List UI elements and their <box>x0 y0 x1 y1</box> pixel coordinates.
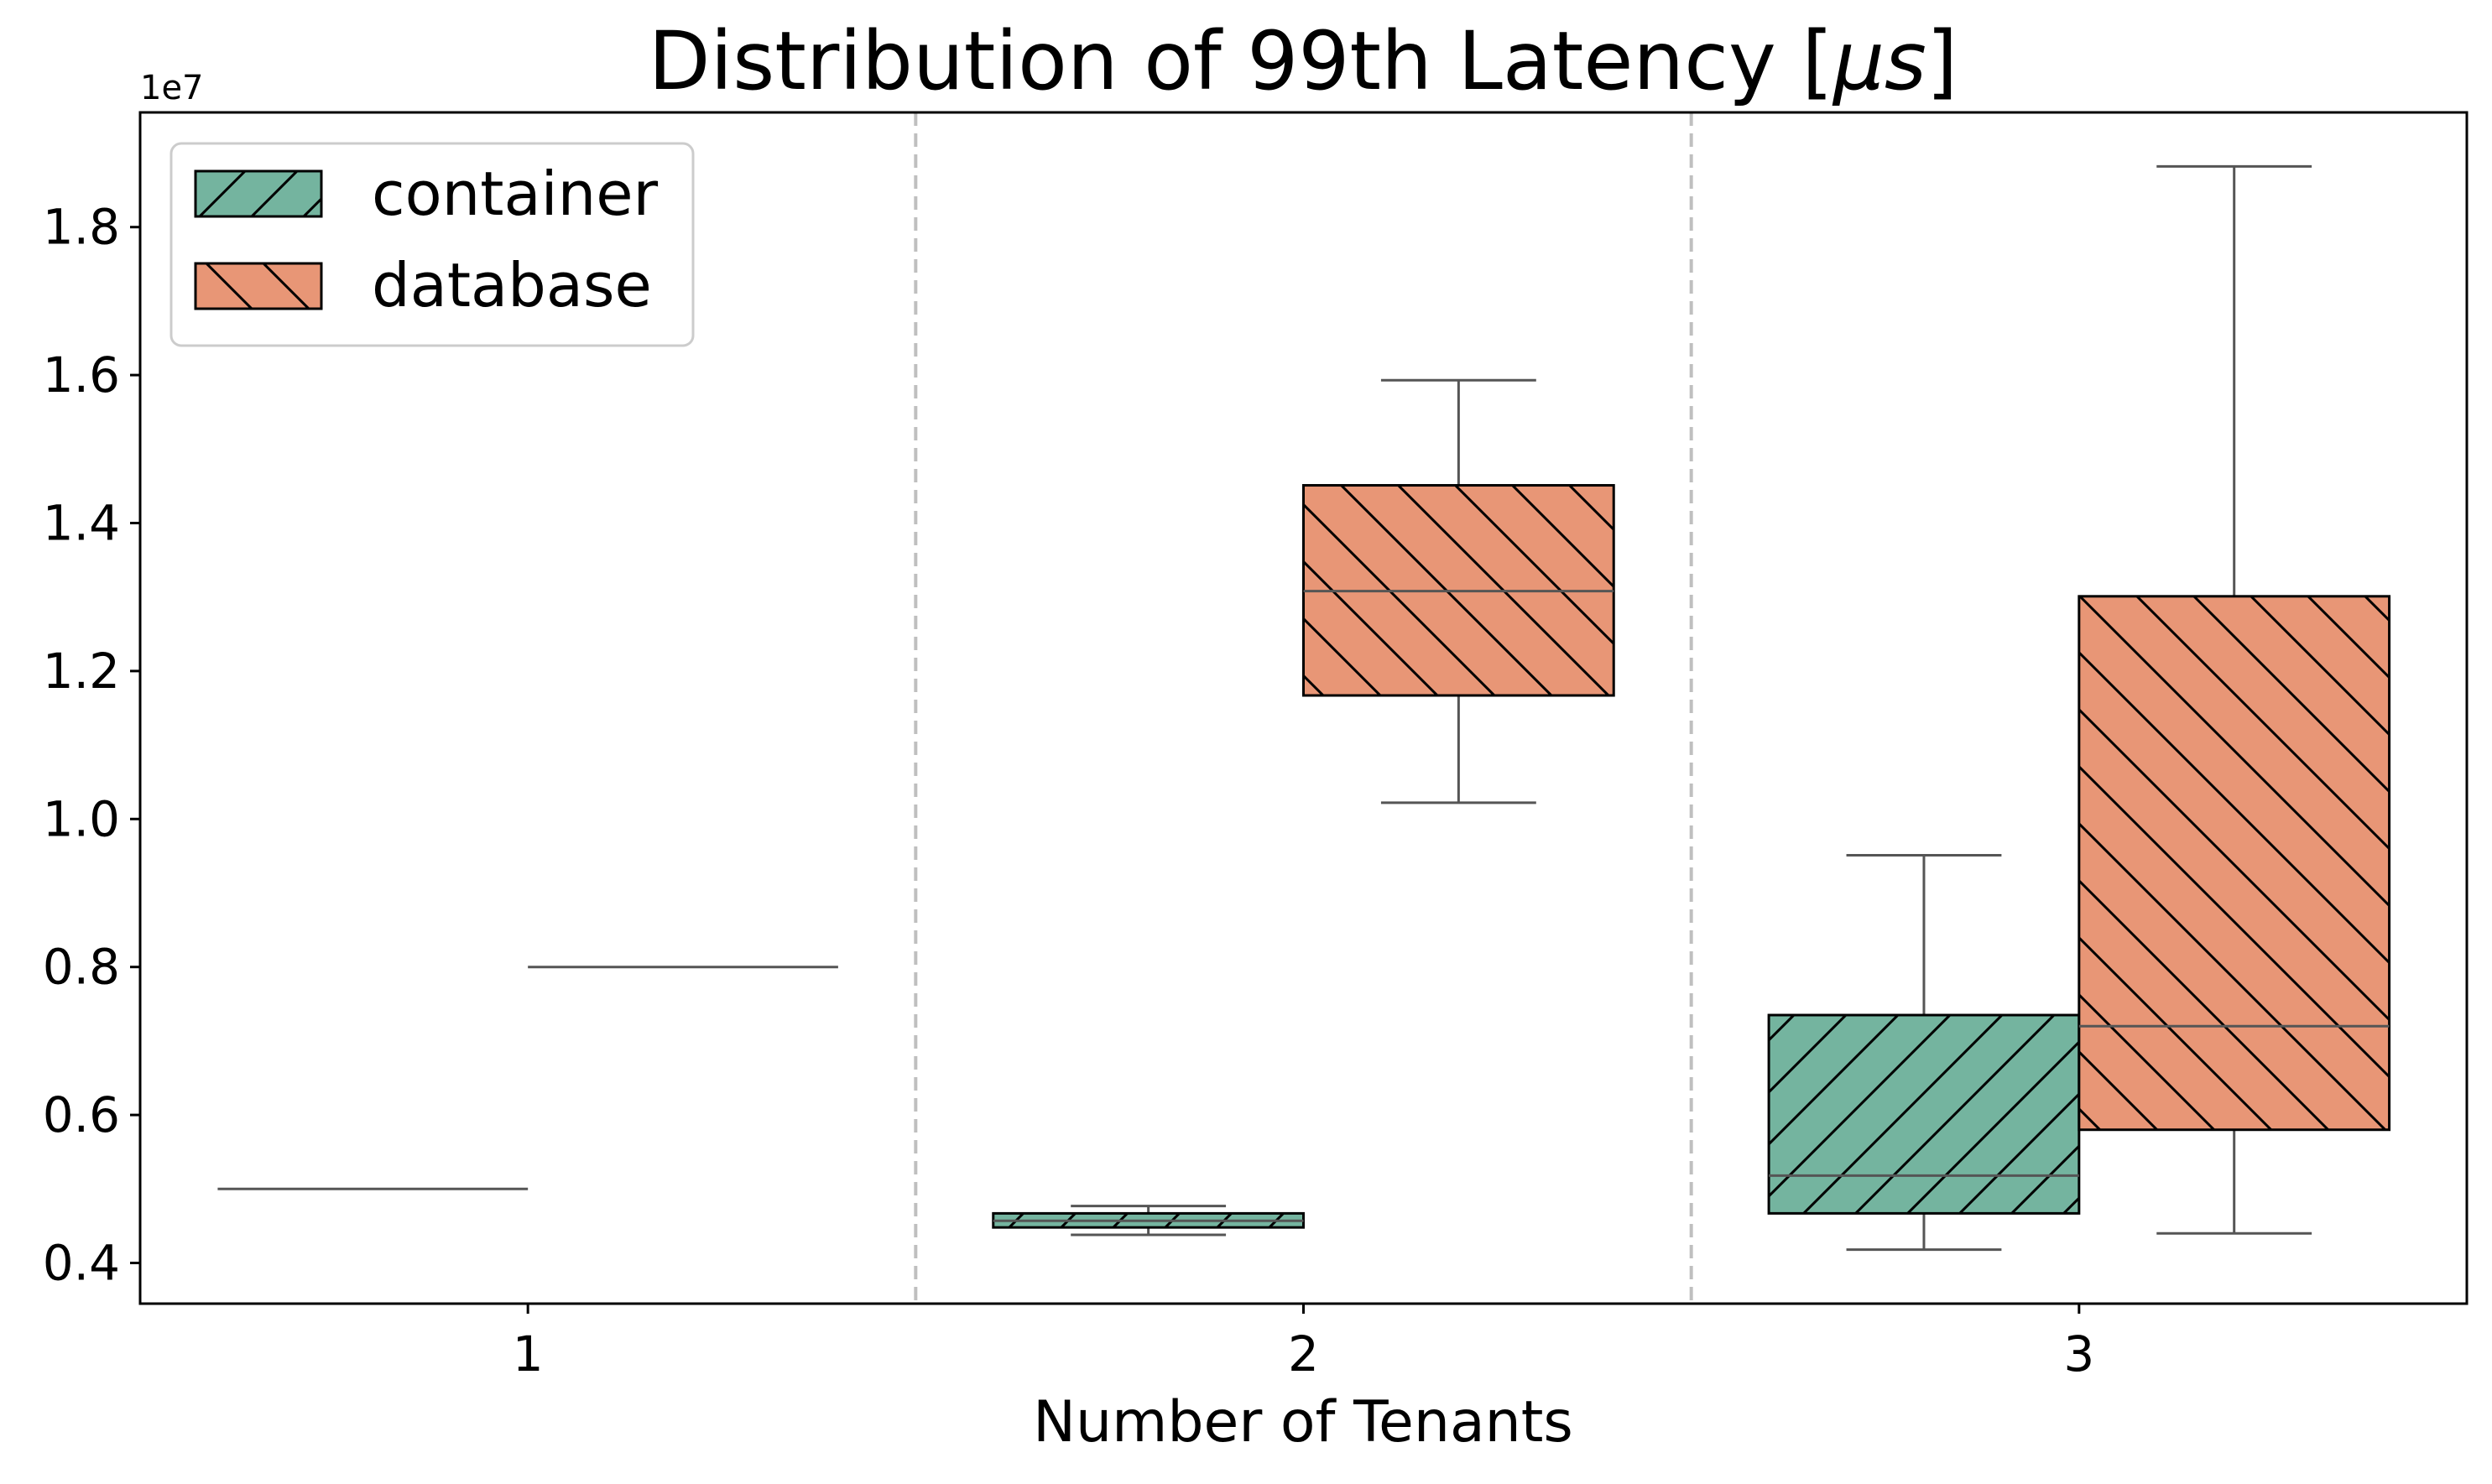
box-iqr <box>1767 1013 2081 1215</box>
x-axis-label: Number of Tenants <box>1033 1389 1573 1455</box>
legend-swatch-database <box>194 262 323 310</box>
y-axis: 0.4 0.6 0.8 1.0 1.2 1.4 1.6 1.8 <box>43 199 140 1291</box>
container-box-2 <box>992 1205 1306 1237</box>
legend-swatch-container <box>194 169 323 218</box>
boxes-layer <box>217 164 2391 1252</box>
y-tick-label: 1.0 <box>43 790 120 847</box>
y-axis-offset-label: 1e7 <box>140 69 204 107</box>
chart-title: Distribution of 99th Latency [μs] <box>649 14 1958 108</box>
y-tick-label: 1.4 <box>43 495 120 552</box>
y-tick-label: 1.8 <box>43 199 120 256</box>
y-tick-label: 0.4 <box>43 1234 120 1291</box>
legend: container database <box>169 142 695 347</box>
legend-label-container: container <box>372 159 659 229</box>
x-tick-label: 2 <box>1288 1325 1319 1382</box>
x-axis: 1 2 3 <box>513 1304 2094 1382</box>
legend-label-database: database <box>372 250 652 320</box>
y-tick-label: 1.6 <box>43 346 120 404</box>
y-tick-label: 1.2 <box>43 643 120 700</box>
database-box-2 <box>1302 378 1615 804</box>
y-tick-label: 0.8 <box>43 939 120 996</box>
container-box-3 <box>1767 854 2081 1252</box>
x-tick-label: 3 <box>2063 1325 2094 1382</box>
x-tick-label: 1 <box>513 1325 544 1382</box>
box-iqr <box>2078 595 2391 1132</box>
y-tick-label: 0.6 <box>43 1086 120 1143</box>
group-separators <box>914 112 1693 1304</box>
database-box-3 <box>2078 164 2391 1235</box>
